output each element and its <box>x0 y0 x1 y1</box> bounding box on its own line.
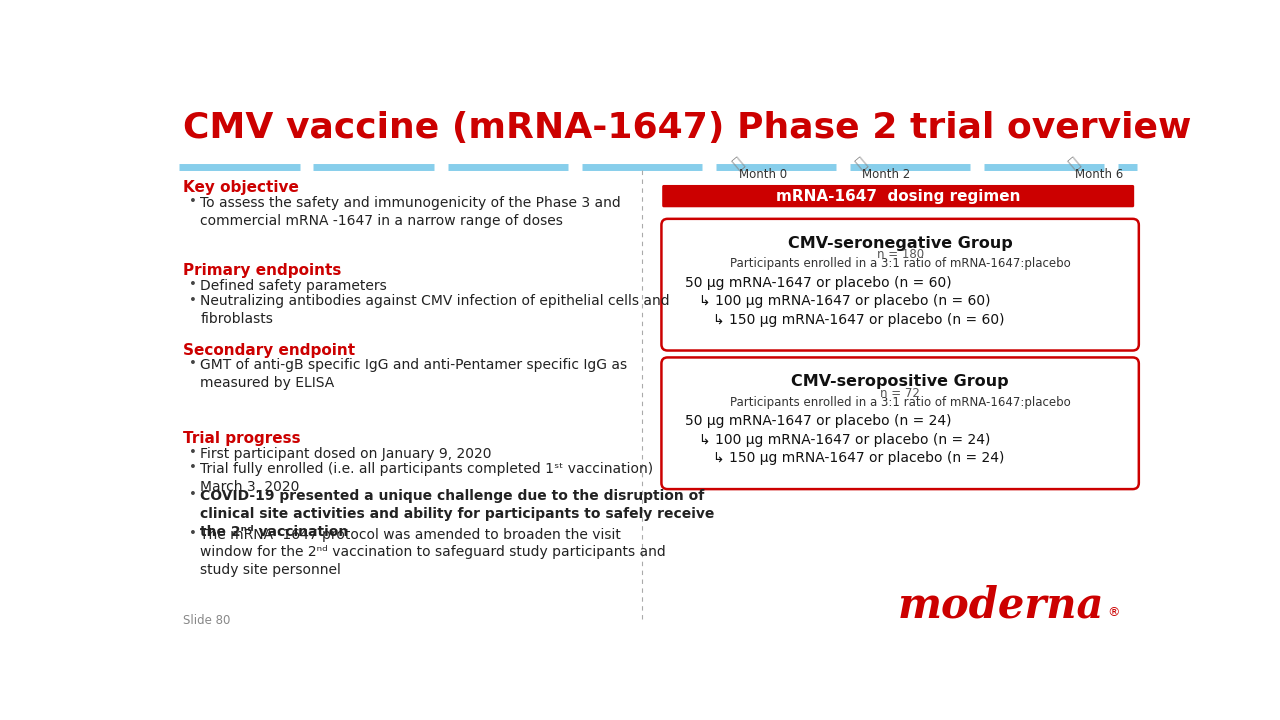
Text: Primary endpoints: Primary endpoints <box>183 264 342 279</box>
Text: ↳ 150 μg mRNA-1647 or placebo (n = 24): ↳ 150 μg mRNA-1647 or placebo (n = 24) <box>713 451 1004 465</box>
Text: •: • <box>188 195 197 208</box>
Text: The mRNA -1647 protocol was amended to broaden the visit
window for the 2ⁿᵈ vacc: The mRNA -1647 protocol was amended to b… <box>200 528 666 577</box>
Text: Defined safety parameters: Defined safety parameters <box>200 279 387 293</box>
Text: To assess the safety and immunogenicity of the Phase 3 and
commercial mRNA -1647: To assess the safety and immunogenicity … <box>200 196 621 228</box>
Text: 💉: 💉 <box>1066 155 1083 172</box>
Text: Month 6: Month 6 <box>1075 168 1124 181</box>
Text: n = 72: n = 72 <box>881 387 920 400</box>
Text: Participants enrolled in a 3:1 ratio of mRNA-1647:placebo: Participants enrolled in a 3:1 ratio of … <box>730 396 1070 409</box>
Text: Secondary endpoint: Secondary endpoint <box>183 343 356 358</box>
Text: Key objective: Key objective <box>183 180 300 195</box>
Text: ↳ 100 μg mRNA-1647 or placebo (n = 60): ↳ 100 μg mRNA-1647 or placebo (n = 60) <box>699 294 991 308</box>
Text: 💉: 💉 <box>730 155 746 172</box>
Text: 💉: 💉 <box>852 155 869 172</box>
Text: Slide 80: Slide 80 <box>183 614 230 627</box>
Text: CMV vaccine (mRNA-1647) Phase 2 trial overview: CMV vaccine (mRNA-1647) Phase 2 trial ov… <box>183 111 1192 145</box>
Text: Month 2: Month 2 <box>863 168 910 181</box>
Text: CMV-seropositive Group: CMV-seropositive Group <box>791 374 1009 390</box>
Text: Month 0: Month 0 <box>740 168 787 181</box>
Text: Neutralizing antibodies against CMV infection of epithelial cells and
fibroblast: Neutralizing antibodies against CMV infe… <box>200 294 669 326</box>
FancyBboxPatch shape <box>662 185 1134 207</box>
Text: mRNA-1647  dosing regimen: mRNA-1647 dosing regimen <box>776 189 1020 204</box>
Text: •: • <box>188 488 197 501</box>
Text: •: • <box>188 357 197 370</box>
Text: ↳ 100 μg mRNA-1647 or placebo (n = 24): ↳ 100 μg mRNA-1647 or placebo (n = 24) <box>699 433 989 447</box>
FancyBboxPatch shape <box>662 219 1139 351</box>
Text: 50 μg mRNA-1647 or placebo (n = 60): 50 μg mRNA-1647 or placebo (n = 60) <box>685 276 951 290</box>
Text: Trial progress: Trial progress <box>183 431 301 446</box>
Text: Trial fully enrolled (i.e. all participants completed 1ˢᵗ vaccination)
March 3, : Trial fully enrolled (i.e. all participa… <box>200 462 653 494</box>
Text: moderna: moderna <box>897 585 1103 627</box>
Text: •: • <box>188 294 197 307</box>
Text: GMT of anti-gB specific IgG and anti-Pentamer specific IgG as
measured by ELISA: GMT of anti-gB specific IgG and anti-Pen… <box>200 359 627 390</box>
Text: ®: ® <box>1107 606 1120 619</box>
Text: CMV-seronegative Group: CMV-seronegative Group <box>787 235 1012 251</box>
Text: •: • <box>188 446 197 459</box>
Text: First participant dosed on January 9, 2020: First participant dosed on January 9, 20… <box>200 446 492 461</box>
Text: Participants enrolled in a 3:1 ratio of mRNA-1647:placebo: Participants enrolled in a 3:1 ratio of … <box>730 257 1070 270</box>
Text: •: • <box>188 527 197 540</box>
Text: ↳ 150 μg mRNA-1647 or placebo (n = 60): ↳ 150 μg mRNA-1647 or placebo (n = 60) <box>713 312 1004 327</box>
FancyBboxPatch shape <box>662 357 1139 489</box>
Text: •: • <box>188 278 197 291</box>
Text: 50 μg mRNA-1647 or placebo (n = 24): 50 μg mRNA-1647 or placebo (n = 24) <box>685 415 951 428</box>
Text: •: • <box>188 462 197 474</box>
Text: COVID-19 presented a unique challenge due to the disruption of
clinical site act: COVID-19 presented a unique challenge du… <box>200 489 714 539</box>
Text: n = 180: n = 180 <box>877 248 924 261</box>
